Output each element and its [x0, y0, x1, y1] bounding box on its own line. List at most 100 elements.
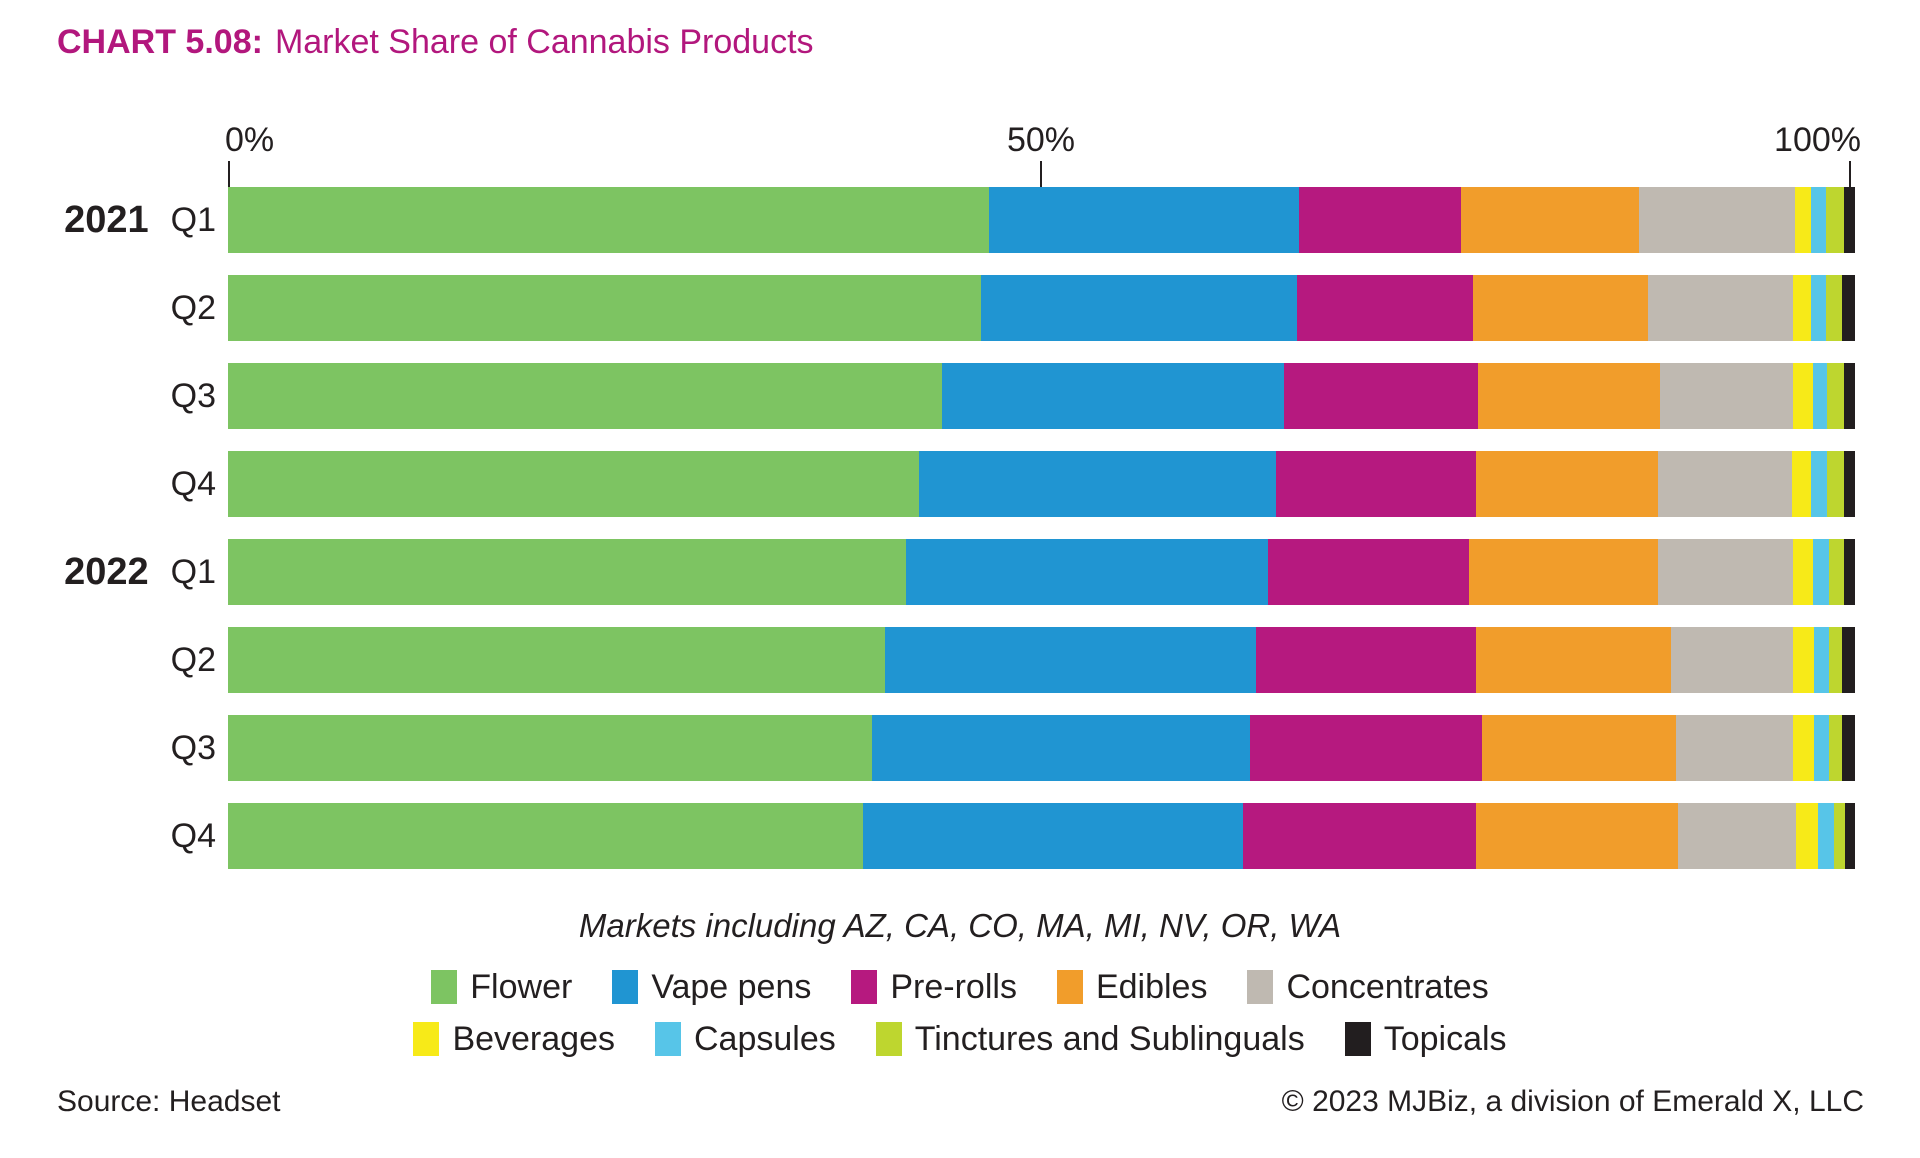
legend-swatch-edibles — [1056, 970, 1083, 1004]
row-label: Q3 — [171, 715, 228, 781]
bar-segment-capsules — [1814, 715, 1829, 781]
legend-row-1: Flower Vape pens Pre-rolls Edibles Concentra… — [0, 970, 1920, 1004]
legend-swatch-flower — [431, 970, 458, 1004]
legend-label: Edibles — [1095, 968, 1208, 1006]
chart-row-3: Q3 — [171, 363, 1855, 429]
bar-segment-beverages — [1793, 715, 1815, 781]
bar-segment-tinctures-and-sublinguals — [1827, 451, 1844, 517]
bar-segment-capsules — [1811, 187, 1826, 253]
bar-segment-topicals — [1843, 187, 1855, 253]
bar-segment-topicals — [1841, 275, 1855, 341]
bar-segment-vape-pens — [906, 539, 1268, 605]
axis-tick-mark-50 — [1040, 161, 1042, 187]
stacked-bar — [228, 627, 1855, 693]
bar-segment-topicals — [1841, 627, 1855, 693]
bar-segment-capsules — [1811, 451, 1828, 517]
bar-segment-vape-pens — [981, 275, 1297, 341]
bar-segment-vape-pens — [942, 363, 1284, 429]
row-quarter-label: Q1 — [170, 201, 216, 239]
markets-note: Markets including AZ, CA, CO, MA, MI, NV… — [578, 907, 1342, 944]
chart-row-1: 2021 Q1 — [64, 187, 1855, 253]
legend-swatch-concentrates — [1247, 970, 1274, 1004]
row-label: Q2 — [171, 627, 228, 693]
bar-segment-tinctures-and-sublinguals — [1827, 363, 1844, 429]
source-text: Source: Headset — [57, 1085, 281, 1118]
chart-row-8: Q4 — [171, 803, 1855, 869]
stacked-bar — [228, 451, 1855, 517]
row-quarter-label: Q1 — [170, 553, 216, 591]
bar-segment-concentrates — [1677, 803, 1797, 869]
legend-label: Vape pens — [651, 968, 812, 1006]
legend-item-topicals: Topicals — [1344, 1020, 1507, 1058]
bar-segment-tinctures-and-sublinguals — [1828, 539, 1844, 605]
legend: Flower Vape pens Pre-rolls Edibles Concentra… — [0, 970, 1920, 1074]
legend-swatch-capsules — [654, 1022, 681, 1056]
axis-tick-label-50: 50% — [1006, 121, 1076, 159]
legend-swatch-beverages — [413, 1022, 440, 1056]
legend-swatch-pre-rolls — [851, 970, 878, 1004]
bar-segment-concentrates — [1671, 627, 1794, 693]
bar-segment-flower — [228, 803, 863, 869]
legend-item-capsules: Capsules — [654, 1020, 836, 1058]
row-year-label: 2021 — [64, 199, 149, 241]
bar-segment-edibles — [1477, 363, 1660, 429]
bar-segment-capsules — [1817, 803, 1834, 869]
bar-segment-concentrates — [1638, 187, 1795, 253]
bar-segment-edibles — [1482, 715, 1676, 781]
bar-segment-edibles — [1472, 275, 1649, 341]
bar-segment-tinctures-and-sublinguals — [1833, 803, 1846, 869]
bar-segment-edibles — [1475, 627, 1672, 693]
row-quarter-label: Q2 — [170, 289, 216, 327]
row-label: Q2 — [171, 275, 228, 341]
bar-segment-flower — [228, 715, 873, 781]
bar-segment-topicals — [1843, 363, 1855, 429]
bar-segment-pre-rolls — [1243, 803, 1476, 869]
chart-row-7: Q3 — [171, 715, 1855, 781]
bar-segment-vape-pens — [919, 451, 1276, 517]
bar-segment-concentrates — [1658, 539, 1794, 605]
bar-segment-topicals — [1843, 539, 1855, 605]
row-quarter-label: Q4 — [170, 465, 216, 503]
legend-label: Topicals — [1383, 1020, 1507, 1058]
legend-item-tinctures-and-sublinguals: Tinctures and Sublinguals — [875, 1020, 1305, 1058]
axis-tick-mark-0 — [228, 161, 230, 187]
bar-segment-vape-pens — [872, 715, 1250, 781]
legend-item-pre-rolls: Pre-rolls — [851, 970, 1017, 1004]
chart-number-label: CHART 5.08: — [57, 23, 263, 61]
legend-label: Beverages — [452, 1020, 615, 1058]
row-quarter-label: Q2 — [170, 641, 216, 679]
bar-segment-tinctures-and-sublinguals — [1825, 187, 1844, 253]
bar-segment-pre-rolls — [1283, 363, 1478, 429]
bar-segment-flower — [228, 187, 990, 253]
row-quarter-label: Q4 — [170, 817, 216, 855]
legend-swatch-tinctures-and-sublinguals — [875, 1022, 902, 1056]
chart-rows: 2021 Q1 Q2 Q3 Q4 2022 Q1 Q2 Q3 Q4 — [64, 187, 1855, 869]
bar-segment-beverages — [1791, 451, 1812, 517]
bar-segment-vape-pens — [885, 627, 1257, 693]
stacked-bar — [228, 363, 1855, 429]
row-quarter-label: Q3 — [170, 377, 216, 415]
legend-label: Concentrates — [1286, 968, 1489, 1006]
row-year-label: 2022 — [64, 551, 149, 593]
bar-segment-edibles — [1461, 187, 1639, 253]
copyright-text: © 2023 MJBiz, a division of Emerald X, L… — [1281, 1085, 1864, 1118]
legend-swatch-vape-pens — [612, 970, 639, 1004]
stacked-bar — [228, 275, 1855, 341]
bar-segment-edibles — [1469, 539, 1659, 605]
legend-item-vape-pens: Vape pens — [612, 970, 811, 1004]
stacked-bar — [228, 187, 1855, 253]
bar-segment-pre-rolls — [1298, 187, 1462, 253]
bar-segment-pre-rolls — [1296, 275, 1473, 341]
legend-item-flower: Flower — [431, 970, 572, 1004]
chart-title-text: Market Share of Cannabis Products — [274, 23, 814, 61]
bar-segment-tinctures-and-sublinguals — [1828, 627, 1842, 693]
bar-segment-capsules — [1812, 539, 1829, 605]
bar-segment-pre-rolls — [1275, 451, 1476, 517]
axis-tick-label-0: 0% — [225, 121, 275, 159]
bar-segment-pre-rolls — [1249, 715, 1483, 781]
legend-label: Capsules — [693, 1020, 836, 1058]
legend-label: Tinctures and Sublinguals — [914, 1020, 1305, 1058]
chart-row-4: Q4 — [171, 451, 1855, 517]
stacked-bar — [228, 715, 1855, 781]
legend-row-2: Beverages Capsules Tinctures and Sublingua… — [0, 1022, 1920, 1056]
